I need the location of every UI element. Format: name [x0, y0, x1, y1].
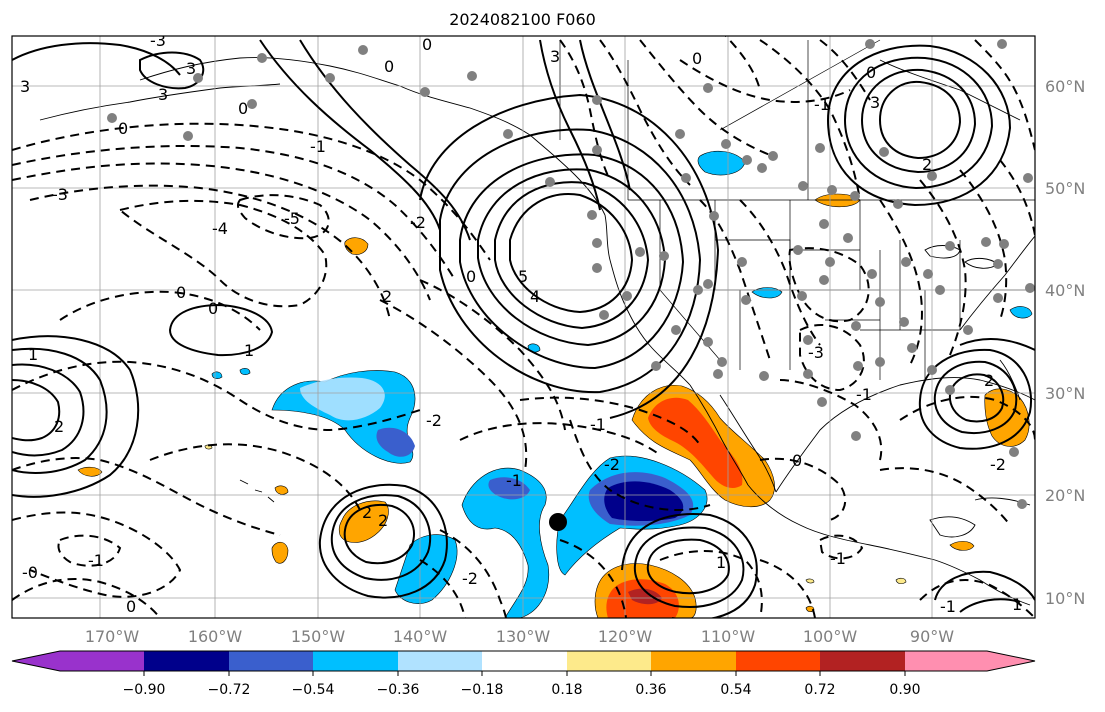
- contour-label: 2: [922, 155, 932, 174]
- contour-label: -3: [52, 185, 68, 204]
- solid-contours: [12, 39, 1035, 618]
- contour-label: 2: [984, 371, 994, 390]
- colorbar-tick-label: −0.90: [123, 682, 166, 698]
- lat-label-10n: 10°N: [1045, 589, 1085, 608]
- lon-label-120w: 120°W: [598, 627, 653, 646]
- contour-label: -1: [814, 95, 830, 114]
- contour-label: 0: [176, 283, 186, 302]
- colorbar-swatch: [651, 651, 736, 671]
- contour-label: -2: [426, 411, 442, 430]
- contour-label: 0: [792, 451, 802, 470]
- lat-label-40n: 40°N: [1045, 281, 1085, 300]
- contour-label: 3: [550, 47, 560, 66]
- contour-label: 0: [238, 99, 248, 118]
- colorbar-swatch: [144, 651, 229, 671]
- contour-label: 3: [870, 93, 880, 112]
- contour-label: -1: [310, 137, 326, 156]
- contour-label: -2: [462, 569, 478, 588]
- contour-label: 0: [126, 597, 136, 616]
- colorbar-swatch: [567, 651, 651, 671]
- contour-label: 0: [118, 119, 128, 138]
- colorbar-swatch: [229, 651, 313, 671]
- colorbar-tick-label: 0.90: [889, 682, 920, 698]
- contour-label: 2: [54, 417, 64, 436]
- lon-label-130w: 130°W: [496, 627, 551, 646]
- lon-label-170w: 170°W: [85, 627, 140, 646]
- contour-label: -2: [410, 213, 426, 232]
- colorbar-tick-label: −0.72: [208, 682, 251, 698]
- lon-label-100w: 100°W: [803, 627, 858, 646]
- contour-label: -2: [604, 455, 620, 474]
- lat-label-30n: 30°N: [1045, 384, 1085, 403]
- contour-label: 3: [186, 59, 196, 78]
- contour-label: 2: [382, 287, 392, 306]
- contour-label: 0: [466, 267, 476, 286]
- lat-label-50n: 50°N: [1045, 179, 1085, 198]
- location-marker: [549, 513, 567, 531]
- colorbar-swatch: [820, 651, 905, 671]
- contour-label: 0: [422, 35, 432, 54]
- contour-label: -1: [940, 597, 956, 616]
- colorbar-swatch: [482, 651, 567, 671]
- colorbar-tick-label: 0.18: [551, 682, 582, 698]
- contour-label: -1: [506, 471, 522, 490]
- contour-label: -1: [590, 415, 606, 434]
- contour-label: 2: [378, 511, 388, 530]
- contour-label: 0: [866, 63, 876, 82]
- latitude-axis: 60°N 50°N 40°N 30°N 20°N 10°N: [1045, 77, 1085, 608]
- contour-label: 1: [716, 553, 726, 572]
- map-title: 2024082100 F060: [449, 10, 596, 29]
- contour-label: -3: [150, 31, 166, 50]
- negative-anomaly-shading: [211, 150, 1033, 618]
- colorbar-swatch: [905, 651, 987, 671]
- colorbar-swatch: [60, 651, 144, 671]
- station-markers: [107, 39, 1035, 509]
- contour-label: 3: [20, 77, 30, 96]
- contour-label: 0: [384, 57, 394, 76]
- contour-label: 1: [28, 345, 38, 364]
- contour-label: -2: [990, 455, 1006, 474]
- contour-label: -1: [830, 549, 846, 568]
- map-frame: [11, 35, 1036, 619]
- colorbar-max-extend: [987, 651, 1035, 671]
- contour-label: 0: [692, 49, 702, 68]
- contour-label: -5: [284, 209, 300, 228]
- lon-label-140w: 140°W: [393, 627, 448, 646]
- colorbar-tick-label: −0.36: [377, 682, 420, 698]
- graticule: [12, 36, 1035, 618]
- colorbar-tick-label: −0.18: [461, 682, 504, 698]
- longitude-axis: 170°W 160°W 150°W 140°W 130°W 120°W 110°…: [85, 627, 954, 646]
- colorbar-tick-label: 0.54: [720, 682, 751, 698]
- colorbar-tick-label: 0.36: [635, 682, 666, 698]
- lat-label-20n: 20°N: [1045, 486, 1085, 505]
- contour-label: 1: [1012, 595, 1022, 614]
- contour-label: 5: [518, 267, 528, 286]
- lat-label-60n: 60°N: [1045, 77, 1085, 96]
- colorbar: −0.90 −0.72 −0.54 −0.36 −0.18 0.18 0.36 …: [11, 650, 1036, 698]
- contour-label: 1: [244, 341, 254, 360]
- contour-label: -3: [808, 343, 824, 362]
- colorbar-tick-label: −0.54: [292, 682, 335, 698]
- contour-label: -4: [212, 219, 228, 238]
- colorbar-swatch: [313, 651, 398, 671]
- contour-label: -1: [856, 385, 872, 404]
- contour-label: 2: [362, 503, 372, 522]
- contour-labels: -3 3 3 0 0 0 0 3 -1 -3 -4 -5 -2 0 0 1 1 …: [20, 31, 1022, 616]
- contour-label: 4: [530, 287, 540, 306]
- dashed-contours: [12, 36, 1035, 618]
- lon-label-150w: 150°W: [291, 627, 346, 646]
- lon-label-110w: 110°W: [701, 627, 756, 646]
- contour-label: 0: [208, 299, 218, 318]
- colorbar-swatch: [736, 651, 820, 671]
- colorbar-outline: [11, 650, 1036, 672]
- colorbar-swatch: [398, 651, 482, 671]
- contour-label: 3: [158, 85, 168, 104]
- colorbar-tick-label: 0.72: [804, 682, 835, 698]
- colorbar-min-extend: [12, 651, 60, 671]
- contour-label: -0: [22, 563, 38, 582]
- lon-label-90w: 90°W: [910, 627, 954, 646]
- lon-label-160w: 160°W: [188, 627, 243, 646]
- contour-label: -1: [88, 551, 104, 570]
